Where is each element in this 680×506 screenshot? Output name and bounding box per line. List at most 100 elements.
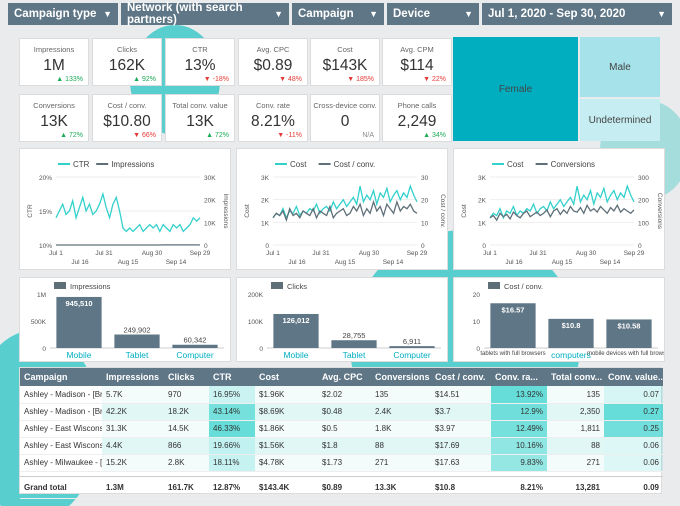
column-header[interactable]: Conv. value... [604,368,663,386]
kpi-card-cost-conv[interactable]: Cost / conv. $10.80 ▼ 66% [92,94,162,142]
y-tick-right: 0 [638,243,642,250]
legend-swatch [271,282,283,289]
table-cell: 0.25 [604,420,663,438]
table-cell: 43.14% [209,403,255,421]
table-cell: 88 [371,437,431,455]
change-arrow-icon: ▲ [423,132,432,139]
x-tick: Aug 30 [142,250,163,257]
filter-device[interactable]: Device ▼ [387,3,479,25]
kpi-change: ▼ 185% [347,76,374,83]
filter-campaign[interactable]: Campaign ▼ [292,3,384,25]
filter-network[interactable]: Network (with search partners) ▼ [121,2,289,26]
column-header[interactable]: Impressions [102,368,164,386]
table-cell: 9.83% [491,454,547,472]
kpi-label: Avg. CPC [256,45,290,54]
table-cell: $8.69K [255,403,318,421]
total-cell: $10.8 [431,475,491,499]
kpi-change: ▼ -18% [203,76,229,83]
kpi-card-phone-calls[interactable]: Phone calls 2,249 ▲ 34% [382,94,452,142]
kpi-card-avg-cpm[interactable]: Avg. CPM $114 ▼ 22% [382,38,452,86]
kpi-card-conv-rate[interactable]: Conv. rate 8.21% ▼ -11% [238,94,308,142]
y-tick-right: 20 [421,198,429,205]
column-header[interactable]: Cost / conv. [431,368,491,386]
table-cell: 866 [164,437,209,455]
table-cell: 10.16% [491,437,547,455]
y-tick-right: 0 [204,243,208,250]
x-tick: Sep 14 [166,259,187,266]
treemap-female[interactable]: Female [453,37,578,141]
kpi-card-cross-device-conv[interactable]: Cross-device conv. 0 N/A [310,94,380,142]
series-line-conversions [489,203,635,222]
y-tick: 0 [259,346,263,353]
column-header[interactable]: Cost [255,368,318,386]
x-tick: Sep 29 [407,250,428,257]
y-axis-label-left: CTR [27,204,34,218]
column-header[interactable]: Conversions [371,368,431,386]
legend-label: Cost [507,160,524,169]
kpi-change: N/A [362,132,374,139]
legend-label: Cost / conv. [504,282,543,291]
filter-date-range[interactable]: Jul 1, 2020 - Sep 30, 2020 ▼ [482,3,672,25]
table-cell: 16.95% [209,386,255,404]
table-row[interactable]: Ashley - East Wisconsi...4.4K86619.66%$1… [20,437,663,455]
column-header[interactable]: CTR [209,368,255,386]
filter-campaign-type[interactable]: Campaign type ▼ [8,3,118,25]
column-header[interactable]: Campaign [20,368,102,386]
table-cell: $17.69 [431,437,491,455]
table-cell: 271 [547,454,604,472]
change-arrow-icon: ▼ [279,76,288,83]
table-cell: $4.78K [255,454,318,472]
table-cell: 0.06 [604,454,663,472]
table-row[interactable]: Ashley - East Wisconsi...31.3K14.5K46.33… [20,420,663,438]
kpi-change: ▲ 92% [133,76,156,83]
bar-value-label: $10.8 [562,321,581,330]
column-header[interactable]: Conv. ra... [491,368,547,386]
gender-treemap: Female Male Undetermined [453,37,660,141]
x-tick: Jul 1 [49,250,63,257]
table-cell: 46.33% [209,420,255,438]
column-header[interactable]: Clicks [164,368,209,386]
column-header[interactable]: Total conv... [547,368,604,386]
chevron-down-icon: ▼ [274,9,283,19]
y-tick-right: 300 [638,175,649,182]
treemap-undetermined[interactable]: Undetermined [580,99,660,141]
bar-value-label: 28,755 [343,331,366,340]
table-row[interactable]: Ashley - Milwaukee - [... 15.2K 2.8K 18.11%… [20,454,663,472]
kpi-card-total-conv-value[interactable]: Total conv. value 13K ▲ 72% [165,94,235,142]
kpi-value: $10.80 [103,113,151,130]
table-cell: 0.07 [604,386,663,404]
y-tick-right: 200 [638,198,649,205]
y-tick-right: 30 [421,175,429,182]
table-cell: 88 [547,437,604,455]
x-category-label: mobile devices with full brows... [587,351,664,357]
series-line-ctr [55,191,201,233]
column-header[interactable]: Avg. CPC [318,368,371,386]
table-row[interactable]: Ashley - Madison - [Br... 42.2K 18.2K 43.14… [20,403,663,421]
table-row[interactable]: Ashley - Madison - [Br... 5.7K 970 16.95% $1… [20,386,663,404]
kpi-value: $143K [322,57,368,74]
kpi-card-avg-cpc[interactable]: Avg. CPC $0.89 ▼ 48% [238,38,308,86]
table-cell: Ashley - Madison - [Br... [20,386,102,404]
series-line-cost [489,184,635,220]
table-cell: 31.3K [102,420,164,438]
series-line-cost [272,184,418,220]
kpi-card-clicks[interactable]: Clicks 162K ▲ 92% [92,38,162,86]
total-cell: 0.09 [604,475,663,499]
kpi-card-cost[interactable]: Cost $143K ▼ 185% [310,38,380,86]
x-tick: Sep 29 [190,250,211,257]
kpi-value: 13K [186,113,214,130]
legend-label: Cost [290,160,307,169]
kpi-card-conversions[interactable]: Conversions 13K ▲ 72% [19,94,89,142]
x-tick: Jul 1 [483,250,497,257]
kpi-card-ctr[interactable]: CTR 13% ▼ -18% [165,38,235,86]
treemap-male[interactable]: Male [580,37,660,97]
x-category-label: computers [551,350,591,360]
kpi-label: Total conv. value [172,101,228,110]
table-cell: 0.06 [604,437,663,455]
table-cell: $0.5 [318,420,371,438]
kpi-value: 162K [108,57,146,74]
kpi-value: 1M [43,57,65,74]
kpi-card-impressions[interactable]: Impressions 1M ▲ 133% [19,38,89,86]
y-tick-left: 10% [39,243,52,250]
table-cell: Ashley - East Wisconsi... [20,437,102,455]
